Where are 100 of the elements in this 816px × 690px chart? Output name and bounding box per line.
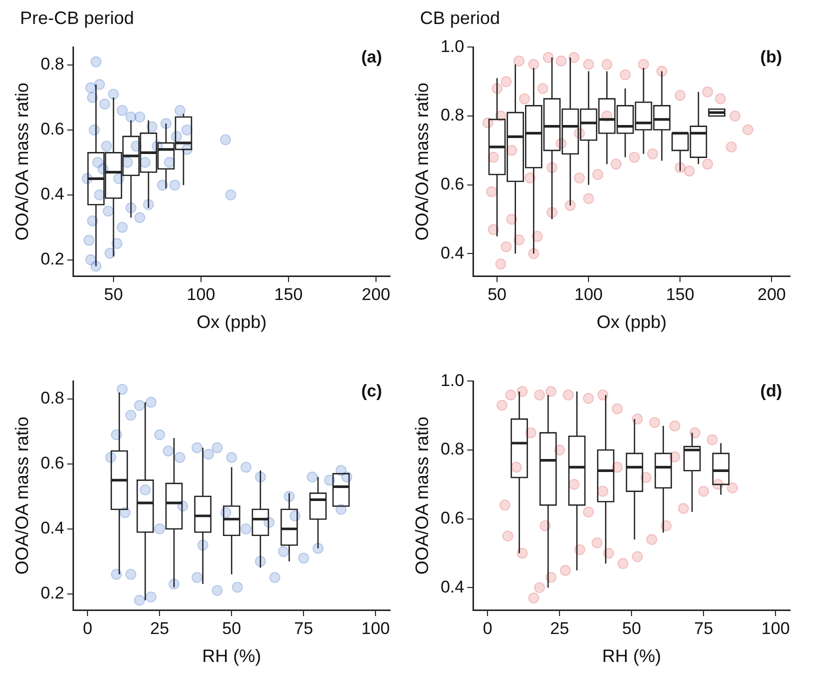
point bbox=[726, 482, 738, 494]
point bbox=[156, 180, 168, 191]
y-tick-label: 0.4 bbox=[40, 184, 64, 204]
x-tick-label: 200 bbox=[362, 284, 390, 304]
point bbox=[174, 104, 186, 116]
point bbox=[638, 58, 650, 70]
point bbox=[496, 400, 508, 411]
point bbox=[592, 537, 603, 548]
point bbox=[226, 452, 238, 463]
point bbox=[94, 79, 105, 90]
point bbox=[502, 530, 514, 542]
point bbox=[656, 66, 668, 77]
point bbox=[312, 542, 324, 554]
point bbox=[232, 582, 243, 593]
chart-title: Pre-CB period bbox=[19, 8, 136, 30]
point bbox=[702, 158, 714, 170]
point bbox=[140, 484, 151, 496]
point bbox=[628, 152, 640, 163]
x-tick-label: 100 bbox=[761, 618, 790, 638]
point bbox=[574, 172, 585, 184]
x-tick-label: 0 bbox=[482, 618, 492, 638]
point bbox=[160, 118, 172, 129]
point bbox=[86, 215, 98, 226]
point bbox=[516, 386, 528, 398]
point bbox=[192, 442, 203, 454]
x-tick-label: 150 bbox=[274, 284, 303, 304]
point bbox=[684, 166, 695, 177]
point bbox=[556, 55, 567, 66]
point bbox=[495, 258, 506, 270]
point bbox=[583, 58, 594, 70]
point bbox=[488, 152, 499, 163]
point bbox=[574, 544, 586, 556]
point bbox=[116, 222, 128, 233]
y-tick-label: 0.8 bbox=[40, 388, 64, 408]
point bbox=[500, 76, 512, 88]
point bbox=[102, 206, 114, 217]
point bbox=[324, 474, 336, 486]
point bbox=[537, 82, 548, 94]
y-axis-title: OOA/OA mass ratio bbox=[12, 416, 32, 575]
point bbox=[514, 55, 525, 66]
point bbox=[646, 534, 658, 545]
point bbox=[488, 224, 499, 236]
x-axis-title: Ox (ppb) bbox=[596, 312, 667, 332]
point bbox=[714, 93, 726, 104]
point bbox=[678, 503, 689, 514]
point bbox=[162, 445, 174, 456]
y-tick-label: 0.8 bbox=[440, 440, 464, 459]
chart-title: CB period bbox=[419, 8, 502, 30]
y-tick-label: 0.6 bbox=[40, 454, 64, 473]
y-axis-title: OOA/OA mass ratio bbox=[412, 82, 432, 241]
x-tick-label: 100 bbox=[186, 284, 216, 304]
point bbox=[582, 506, 594, 518]
point bbox=[528, 248, 540, 260]
point bbox=[528, 592, 540, 604]
y-tick-label: 0.2 bbox=[40, 583, 64, 602]
point bbox=[564, 200, 576, 211]
annotation: (c) bbox=[361, 381, 382, 400]
point bbox=[706, 434, 718, 446]
point bbox=[698, 486, 710, 497]
y-axis-title: OOA/OA mass ratio bbox=[12, 82, 32, 241]
point bbox=[108, 88, 119, 100]
x-tick-label: 25 bbox=[150, 618, 170, 638]
point bbox=[134, 212, 146, 224]
point bbox=[145, 592, 156, 603]
point bbox=[85, 254, 96, 266]
point bbox=[519, 93, 530, 104]
point bbox=[192, 572, 203, 584]
point bbox=[632, 414, 643, 425]
point bbox=[568, 52, 580, 64]
point bbox=[506, 144, 518, 156]
y-tick-label: 0.4 bbox=[440, 243, 464, 262]
point bbox=[110, 568, 122, 580]
point bbox=[545, 386, 556, 398]
x-tick-label: 75 bbox=[294, 618, 314, 638]
point bbox=[145, 396, 156, 408]
x-tick-label: 50 bbox=[222, 618, 242, 638]
y-tick-label: 1.0 bbox=[440, 370, 464, 390]
point bbox=[560, 564, 571, 576]
point bbox=[225, 189, 236, 200]
x-tick-label: 50 bbox=[104, 284, 123, 304]
point bbox=[154, 429, 166, 440]
y-tick-label: 0.6 bbox=[440, 508, 464, 528]
point bbox=[90, 56, 102, 68]
x-tick-label: 150 bbox=[666, 284, 694, 304]
point bbox=[83, 234, 94, 246]
y-axis-title: OOA/OA mass ratio bbox=[412, 416, 432, 575]
point bbox=[674, 90, 686, 101]
point bbox=[500, 241, 512, 252]
point bbox=[278, 546, 289, 558]
point bbox=[632, 551, 643, 562]
annotation: (b) bbox=[760, 47, 782, 66]
x-tick-label: 50 bbox=[622, 618, 642, 638]
point bbox=[306, 471, 318, 482]
point bbox=[669, 420, 680, 432]
point bbox=[582, 392, 594, 404]
point bbox=[122, 156, 133, 168]
x-tick-label: 100 bbox=[574, 284, 603, 304]
x-axis-title: RH (%) bbox=[602, 646, 662, 666]
point bbox=[742, 124, 754, 136]
x-axis-title: Ox (ppb) bbox=[196, 312, 267, 332]
